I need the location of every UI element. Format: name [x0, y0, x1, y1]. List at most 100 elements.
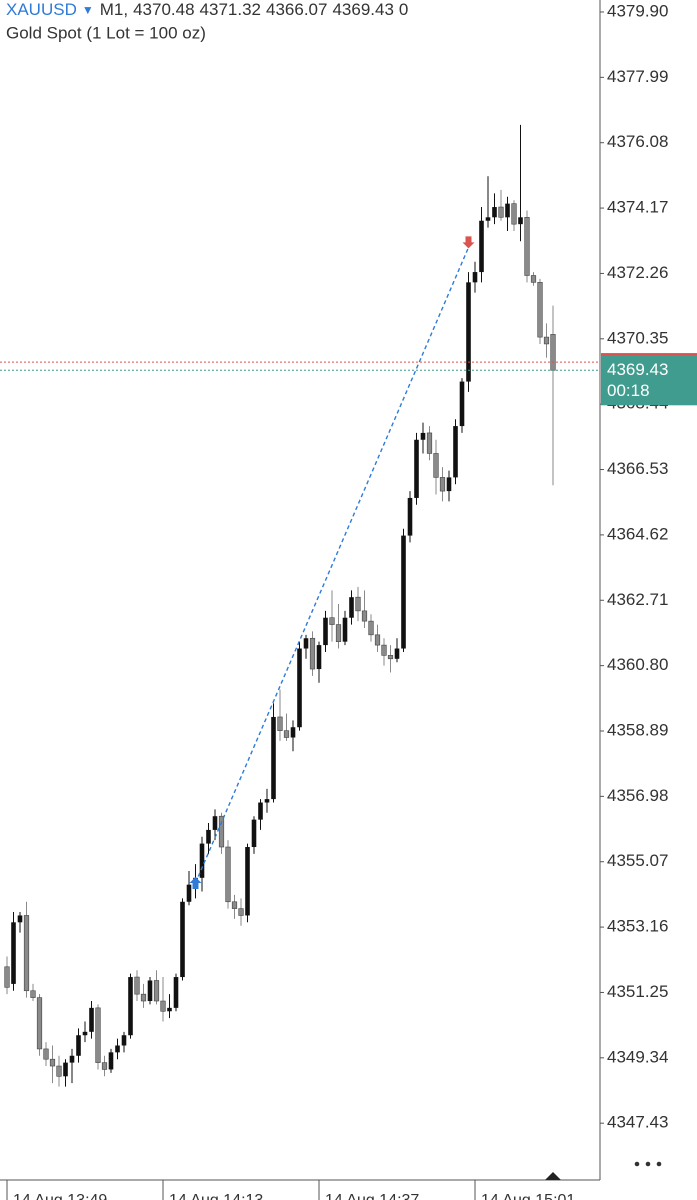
candle-body	[173, 977, 179, 1008]
candle-body	[453, 426, 458, 478]
x-tick-label: 14 Aug 14:13	[169, 1192, 263, 1200]
timeframe: M1,	[100, 0, 128, 19]
candle-body	[472, 272, 478, 283]
bid-label: 4369.43	[607, 360, 668, 379]
candle-body	[206, 829, 211, 844]
buy-arrow	[189, 876, 202, 889]
chart-header: XAUUSD ▼ M1, 4370.48 4371.32 4366.07 4369.43 0	[6, 0, 408, 19]
y-tick-label: 4376.08	[607, 132, 668, 151]
dot	[634, 1161, 640, 1167]
candle-body	[439, 477, 446, 492]
y-tick-label: 4379.90	[607, 1, 668, 20]
x-tick-label: 14 Aug 14:37	[325, 1192, 419, 1200]
candle-body	[271, 716, 276, 800]
ohlc-extra: 0	[399, 0, 408, 19]
dot	[656, 1161, 662, 1167]
candle-body	[414, 439, 419, 498]
candle-body	[95, 1007, 101, 1063]
ohlc-open: 4370.48	[133, 0, 194, 19]
candle-body	[518, 217, 523, 225]
candle-body	[199, 843, 205, 878]
candle-body	[128, 977, 133, 1036]
y-tick-label: 4358.89	[607, 720, 668, 739]
bar-timer: 00:18	[607, 381, 650, 400]
candle-body	[374, 634, 381, 646]
candle-body	[485, 217, 491, 221]
candle-body	[479, 220, 484, 273]
candle-body	[277, 716, 283, 731]
candle-body	[283, 730, 290, 738]
candle-body	[89, 1007, 94, 1032]
current-bar-marker	[545, 1172, 561, 1180]
sell-arrow	[462, 236, 475, 249]
y-tick-label: 4372.26	[607, 263, 668, 282]
candle-body	[420, 432, 426, 440]
y-tick-label: 4366.53	[607, 459, 668, 478]
candle-body	[180, 901, 185, 978]
candle-body	[4, 966, 10, 988]
candle-body	[69, 1055, 75, 1063]
candle-body	[30, 990, 36, 998]
candle-body	[160, 1000, 166, 1012]
bid-label-box	[601, 355, 697, 406]
candle-body	[147, 980, 153, 1002]
ohlc-close: 4369.43	[332, 0, 393, 19]
ohlc-low: 4366.07	[266, 0, 327, 19]
y-tick-label: 4360.80	[607, 655, 668, 674]
symbol[interactable]: XAUUSD	[6, 0, 77, 19]
more-button[interactable]	[634, 1161, 662, 1167]
candle-body	[63, 1062, 68, 1077]
y-tick-label: 4349.34	[607, 1047, 668, 1066]
y-tick-label: 4370.35	[607, 328, 668, 347]
candle-body	[56, 1065, 62, 1077]
ohlc-high: 4371.32	[200, 0, 261, 19]
y-tick-label: 4364.62	[607, 524, 668, 543]
candle-body	[11, 922, 16, 984]
candles	[4, 124, 556, 1087]
candle-body	[524, 217, 530, 276]
candle-body	[245, 847, 250, 916]
candle-body	[505, 203, 510, 218]
candle-body	[309, 637, 316, 670]
y-tick-label: 4374.17	[607, 198, 668, 217]
candle-body	[134, 976, 140, 995]
candle-body	[401, 535, 406, 649]
candle-body	[297, 648, 302, 728]
candle-body	[466, 282, 471, 382]
candle-body	[335, 624, 342, 642]
y-tick-label: 4355.07	[607, 851, 668, 870]
candle-body	[361, 610, 368, 622]
candle-body	[323, 617, 328, 646]
candle-body	[349, 597, 354, 618]
candle-body	[108, 1052, 114, 1070]
candle-body	[329, 617, 335, 625]
candle-body	[290, 727, 296, 738]
candle-body	[368, 620, 374, 636]
candle-body	[303, 638, 309, 649]
candle-body	[543, 336, 550, 345]
candle-body	[153, 980, 160, 1002]
candle-body	[101, 1062, 108, 1070]
candle-body	[511, 203, 517, 225]
symbol-dropdown[interactable]: ▼	[82, 3, 94, 17]
candle-body	[23, 915, 30, 992]
candle-body	[212, 816, 218, 830]
candle-body	[251, 819, 257, 848]
y-tick-label: 4353.16	[607, 917, 668, 936]
candle-body	[76, 1035, 81, 1056]
subtitle: Gold Spot (1 Lot = 100 oz)	[6, 23, 206, 42]
y-tick-label: 4351.25	[607, 982, 668, 1001]
candle-body	[530, 275, 537, 283]
candle-body	[49, 1058, 56, 1067]
candle-body	[342, 617, 348, 642]
candle-body	[433, 453, 439, 478]
candle-body	[550, 334, 556, 371]
candle-body	[167, 1007, 172, 1012]
candle-body	[17, 915, 23, 923]
candle-body	[355, 596, 361, 612]
candle-body	[498, 206, 504, 218]
candle-body	[225, 846, 231, 903]
candle-body	[387, 655, 394, 660]
